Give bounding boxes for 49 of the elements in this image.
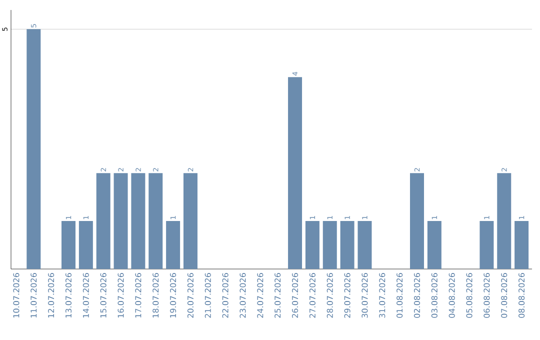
x-tick-label: 20.07.2026	[187, 273, 194, 318]
x-tick-label: 18.07.2026	[152, 273, 159, 318]
bar	[410, 173, 424, 269]
x-tick-label: 01.08.2026	[396, 273, 403, 318]
x-tick-label: 05.08.2026	[466, 273, 472, 318]
x-tick-label: 11.07.2026	[30, 273, 37, 318]
x-tick-label: 21.07.2026	[204, 273, 211, 318]
x-tick-label: 26.07.2026	[292, 273, 298, 318]
x-tick-label: 22.07.2026	[222, 273, 228, 318]
x-tick-label: 25.07.2026	[274, 273, 281, 318]
x-tick-label: 28.07.2026	[326, 273, 333, 318]
bar	[96, 173, 110, 269]
bar	[340, 221, 354, 269]
x-tick-label: 10.07.2026	[13, 273, 20, 318]
bar	[131, 173, 146, 269]
x-tick-label: 15.07.2026	[100, 273, 106, 318]
bar	[305, 221, 320, 269]
bar	[358, 221, 372, 269]
x-tick-label: 27.07.2026	[309, 273, 316, 318]
x-tick-label: 06.08.2026	[484, 273, 490, 318]
bar	[62, 221, 76, 269]
x-tick-label: 29.07.2026	[344, 273, 350, 318]
x-tick-label: 19.07.2026	[170, 273, 176, 318]
bar	[78, 221, 93, 269]
bar	[26, 29, 41, 269]
bar	[480, 221, 494, 269]
x-tick-label: 04.08.2026	[448, 273, 455, 318]
x-tick-label: 03.08.2026	[431, 273, 438, 318]
x-tick-label: 16.07.2026	[118, 273, 124, 318]
x-tick-label: 30.07.2026	[362, 273, 368, 318]
x-tick-label: 17.07.2026	[135, 273, 142, 318]
x-tick-label: 12.07.2026	[48, 273, 54, 318]
bar	[166, 221, 180, 269]
x-tick-label: 07.08.2026	[501, 273, 508, 318]
x-tick-label: 08.08.2026	[518, 273, 525, 318]
bar	[288, 77, 302, 269]
bar	[514, 221, 529, 269]
bar	[322, 221, 337, 269]
bar	[427, 221, 442, 269]
x-tick-label: 14.07.2026	[82, 273, 89, 318]
x-tick-label: 31.07.2026	[379, 273, 386, 318]
x-tick-label: 13.07.2026	[65, 273, 72, 318]
bar	[497, 173, 512, 269]
x-tick-label: 23.07.2026	[240, 273, 246, 318]
x-tick-label: 24.07.2026	[257, 273, 264, 318]
bar	[183, 173, 198, 269]
x-tick-label: 02.08.2026	[414, 273, 420, 318]
bar	[114, 173, 128, 269]
bar	[148, 173, 163, 269]
